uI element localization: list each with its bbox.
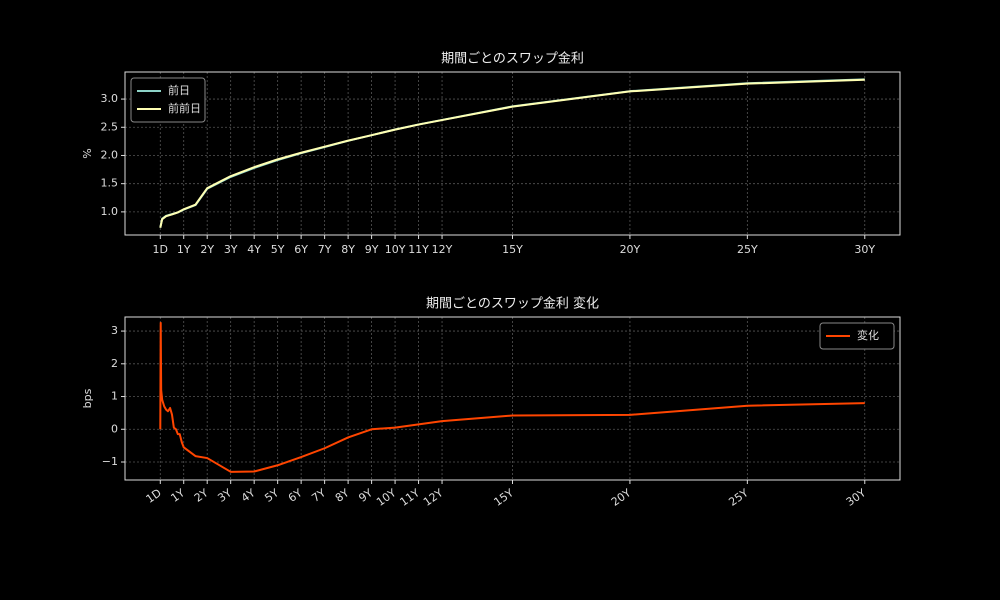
x-tick-label: 4Y [247, 243, 261, 256]
x-tick-label: 1Y [177, 243, 191, 256]
y-axis-label: bps [81, 388, 94, 408]
x-tick-label: 5Y [271, 243, 285, 256]
x-tick-label: 10Y [374, 486, 399, 509]
x-tick-label: 9Y [356, 486, 375, 505]
x-tick-label: 20Y [609, 486, 634, 509]
y-tick-label: 0 [111, 422, 118, 435]
plot-frame [124, 71, 901, 236]
x-tick-label: 30Y [854, 243, 875, 256]
x-tick-label: 1D [144, 486, 164, 506]
legend-label: 変化 [857, 328, 879, 342]
y-tick-label: 2.0 [101, 148, 119, 161]
x-tick-label: 11Y [398, 486, 423, 509]
subplot: 期間ごとのスワップ金利 変化 bps −1 0 1 2 3 1D 1Y 2Y 3Y 4Y 5Y 6Y 7Y 8… [81, 296, 901, 509]
x-tick-label: 7Y [309, 486, 328, 505]
x-tick-label: 3Y [215, 486, 234, 505]
y-tick-label: 1.5 [101, 177, 119, 190]
x-tick-label: 15Y [502, 243, 523, 256]
y-tick-label: 3.0 [101, 92, 119, 105]
x-tick-label: 7Y [318, 243, 332, 256]
x-tick-label: 11Y [408, 243, 429, 256]
x-tick-label: 6Y [286, 486, 305, 505]
legend-label: 前前日 [168, 101, 201, 115]
y-axis-label: % [81, 148, 94, 158]
x-tick-label: 2Y [200, 243, 214, 256]
y-tick-label: −1 [102, 455, 118, 468]
legend: 変化 [819, 322, 895, 350]
x-tick-label: 10Y [385, 243, 406, 256]
x-tick-label: 1Y [168, 486, 187, 505]
legend-box [130, 77, 206, 123]
chart-title: 期間ごとのスワップ金利 変化 [426, 296, 599, 312]
x-tick-label: 15Y [492, 486, 517, 509]
legend-label: 前日 [168, 83, 190, 97]
x-tick-label: 20Y [620, 243, 641, 256]
x-tick-label: 25Y [726, 486, 751, 509]
plot-frame [124, 316, 901, 481]
legend-box [819, 322, 895, 350]
x-tick-label: 12Y [421, 486, 446, 509]
series-line [159, 321, 865, 473]
x-tick-label: 1D [153, 243, 168, 256]
x-tick-label: 30Y [844, 486, 869, 509]
y-tick-label: 2.5 [101, 120, 119, 133]
x-tick-label: 5Y [262, 486, 281, 505]
x-tick-label: 4Y [239, 486, 258, 505]
subplot: 期間ごとのスワップ金利% 1.0 1.5 2.0 2.5 3.0 1D 1Y 2Y 3Y 4Y 5Y 6… [81, 51, 901, 256]
x-tick-label: 2Y [192, 486, 211, 505]
y-tick-label: 1 [111, 390, 118, 403]
y-tick-label: 1.0 [101, 205, 119, 218]
series-line [159, 78, 865, 228]
x-tick-label: 12Y [432, 243, 453, 256]
x-tick-label: 25Y [737, 243, 758, 256]
y-tick-label: 2 [111, 357, 118, 370]
x-tick-label: 6Y [294, 243, 308, 256]
chart-title: 期間ごとのスワップ金利 [441, 51, 584, 67]
x-tick-label: 9Y [365, 243, 379, 256]
x-tick-label: 3Y [224, 243, 238, 256]
x-tick-label: 8Y [341, 243, 355, 256]
x-tick-label: 8Y [333, 486, 352, 505]
y-tick-label: 3 [111, 324, 118, 337]
